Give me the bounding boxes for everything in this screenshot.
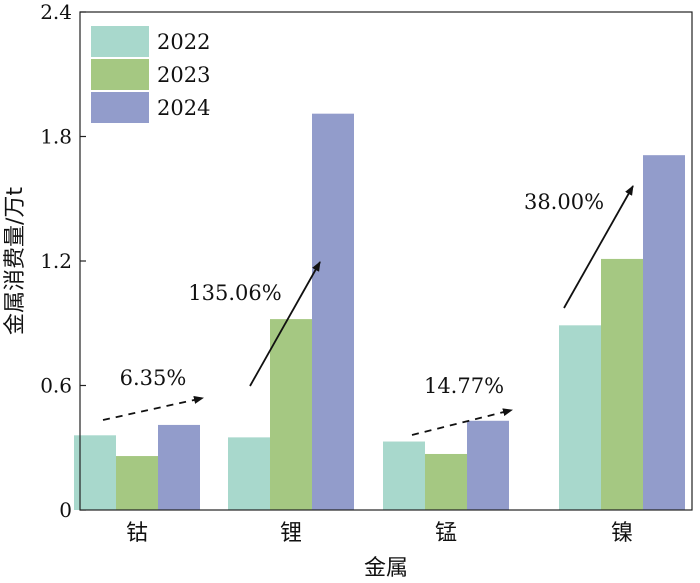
bar-2022-3: [559, 325, 601, 510]
bar-2022-1: [228, 437, 270, 510]
y-tick-label: 0: [59, 498, 72, 522]
legend-swatch-2022: [91, 26, 149, 57]
x-axis-title: 金属: [364, 556, 408, 581]
bar-2022-2: [383, 441, 425, 510]
bar-2023-2: [425, 453, 467, 510]
growth-label-0: 6.35%: [120, 366, 187, 390]
x-tick-label: 锰: [435, 521, 457, 546]
growth-arrow-2: [411, 408, 513, 436]
y-tick-label: 1.8: [40, 125, 72, 149]
x-tick-label: 镍: [611, 521, 633, 546]
y-tick-label: 1.2: [40, 249, 72, 273]
growth-arrow-0: [102, 396, 204, 421]
bar-2023-3: [601, 258, 643, 510]
y-tick-label: 2.4: [40, 0, 72, 24]
bar-2024-2: [467, 420, 509, 510]
x-tick-label: 钴: [126, 521, 148, 546]
legend-swatch-2024: [91, 92, 149, 123]
bar-2024-1: [312, 113, 354, 511]
legend-label-2022: 2022: [157, 30, 210, 54]
bar-2024-0: [158, 424, 200, 510]
growth-label-3: 38.00%: [524, 190, 604, 214]
y-tick-label: 0.6: [40, 374, 72, 398]
legend-label-2023: 2023: [157, 63, 210, 87]
legend-label-2024: 2024: [157, 96, 210, 120]
bar-2022-0: [74, 435, 116, 510]
growth-arrow-1: [249, 261, 321, 387]
growth-label-1: 135.06%: [188, 281, 281, 305]
legend-swatch-2023: [91, 59, 149, 90]
growth-label-2: 14.77%: [424, 374, 504, 398]
plot-frame: [79, 11, 693, 511]
y-axis-title: 金属消费量/万t: [3, 187, 28, 335]
legend: 2022 2023 2024: [91, 26, 210, 123]
growth-arrow-3: [563, 185, 634, 309]
bar-2024-3: [643, 155, 685, 511]
bar-2023-0: [116, 456, 158, 510]
bar-2023-1: [270, 319, 312, 510]
x-tick-label: 锂: [280, 521, 302, 546]
